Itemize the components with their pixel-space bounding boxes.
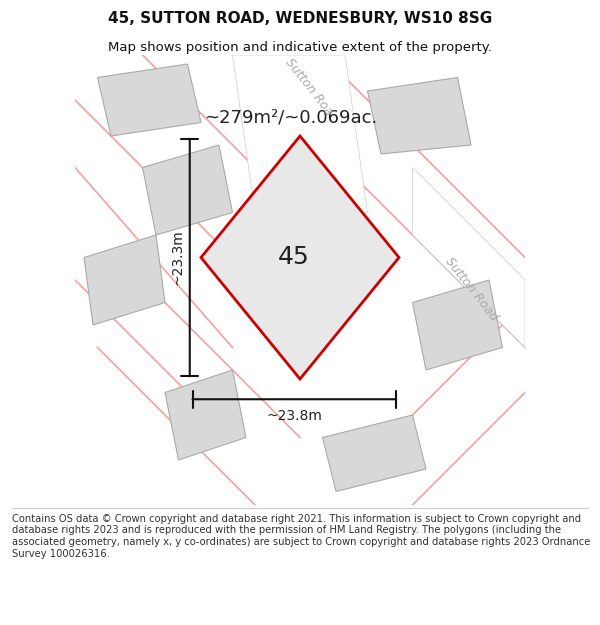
Polygon shape xyxy=(143,145,233,235)
Text: Sutton Roa: Sutton Roa xyxy=(283,56,335,118)
Polygon shape xyxy=(367,78,471,154)
Polygon shape xyxy=(84,235,165,325)
Polygon shape xyxy=(97,64,201,136)
Text: 45: 45 xyxy=(277,246,309,269)
Polygon shape xyxy=(165,370,246,460)
Text: 45, SUTTON ROAD, WEDNESBURY, WS10 8SG: 45, SUTTON ROAD, WEDNESBURY, WS10 8SG xyxy=(108,11,492,26)
Text: ~23.3m: ~23.3m xyxy=(170,229,184,286)
Text: Sutton Road: Sutton Road xyxy=(442,255,500,323)
Polygon shape xyxy=(413,280,503,370)
Polygon shape xyxy=(233,55,367,212)
Polygon shape xyxy=(323,415,426,491)
Polygon shape xyxy=(201,136,399,379)
Text: ~279m²/~0.069ac.: ~279m²/~0.069ac. xyxy=(205,109,377,127)
Text: Map shows position and indicative extent of the property.: Map shows position and indicative extent… xyxy=(108,41,492,54)
Text: ~23.8m: ~23.8m xyxy=(266,409,322,423)
Polygon shape xyxy=(413,168,525,348)
Text: Contains OS data © Crown copyright and database right 2021. This information is : Contains OS data © Crown copyright and d… xyxy=(12,514,590,559)
